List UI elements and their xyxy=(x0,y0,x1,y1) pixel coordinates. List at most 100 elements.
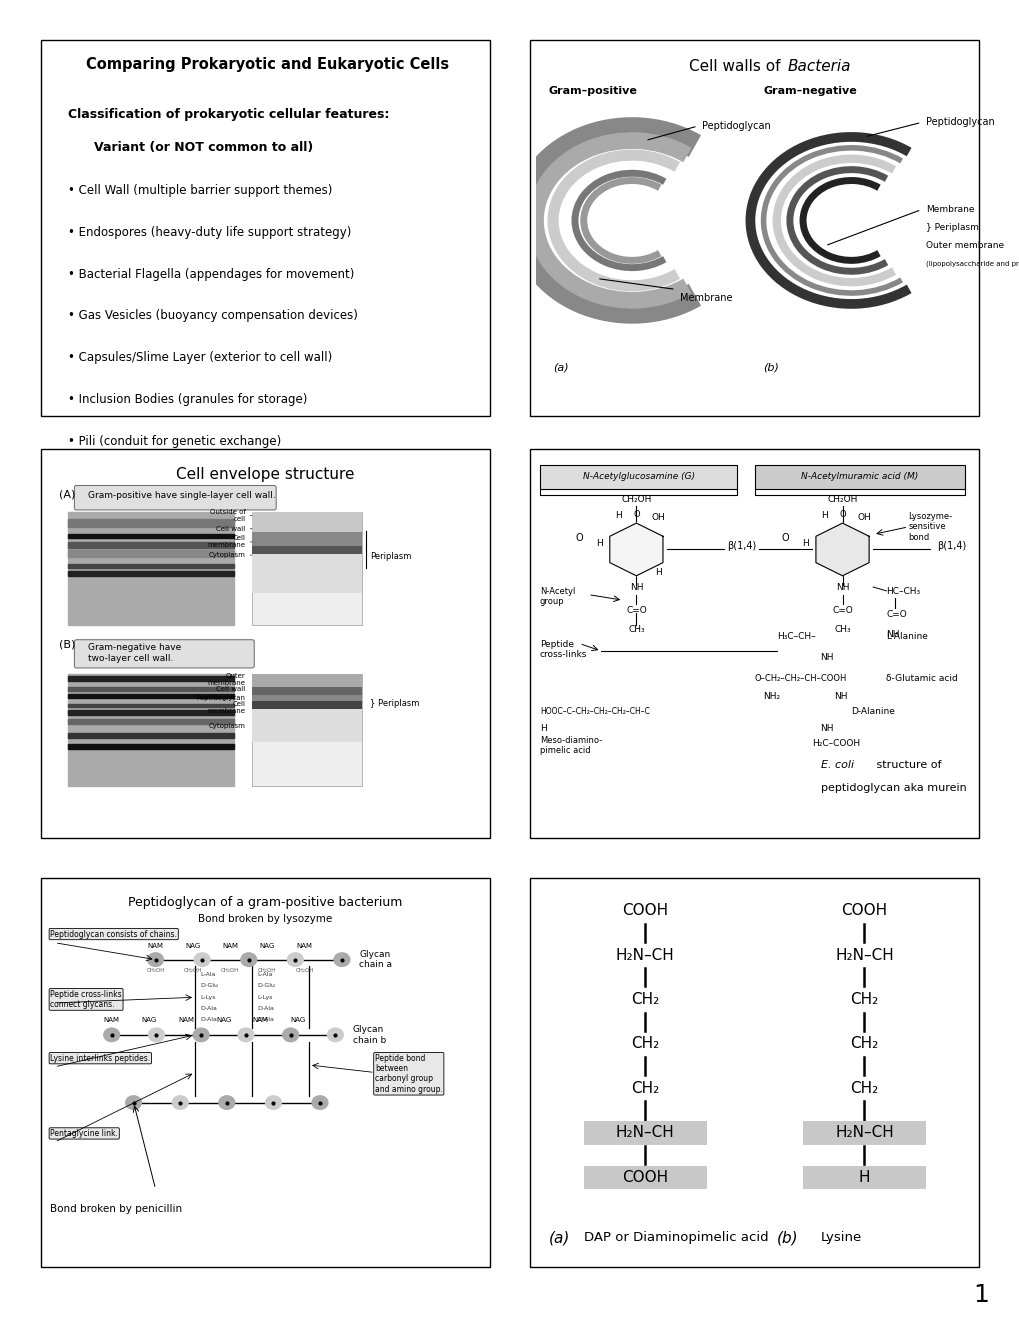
Text: • Pili (conduit for genetic exchange): • Pili (conduit for genetic exchange) xyxy=(68,434,281,447)
Bar xyxy=(539,465,737,490)
Bar xyxy=(583,1166,706,1189)
Text: OH: OH xyxy=(651,513,664,521)
Text: peptidoglycan aka murein: peptidoglycan aka murein xyxy=(820,783,965,793)
Text: CH₃: CH₃ xyxy=(834,624,850,634)
Text: • Inclusion Bodies (granules for storage): • Inclusion Bodies (granules for storage… xyxy=(68,393,308,405)
Text: NH: NH xyxy=(820,725,834,734)
Bar xyxy=(67,743,234,748)
Circle shape xyxy=(240,953,257,966)
Text: H: H xyxy=(820,511,827,520)
Text: H₃C–CH–: H₃C–CH– xyxy=(776,632,814,642)
Text: O: O xyxy=(781,533,789,543)
Text: D-Glu: D-Glu xyxy=(200,983,218,989)
Text: Cell wall: Cell wall xyxy=(216,686,246,693)
Text: H: H xyxy=(858,1170,869,1184)
Text: Outer membrane: Outer membrane xyxy=(925,242,1003,251)
Text: CH₂: CH₂ xyxy=(631,993,658,1007)
Circle shape xyxy=(287,953,303,966)
Text: Gram-negative have
two-layer cell wall.: Gram-negative have two-layer cell wall. xyxy=(88,644,180,663)
Text: Peptide cross-links
connect glycans.: Peptide cross-links connect glycans. xyxy=(50,990,122,1008)
Text: CH₂OH: CH₂OH xyxy=(258,969,276,973)
Text: D-Glu: D-Glu xyxy=(257,983,275,989)
Text: Cell envelope structure: Cell envelope structure xyxy=(176,467,355,482)
Bar xyxy=(67,550,234,557)
Bar xyxy=(67,519,234,527)
Text: Peptidoglycan of a gram-positive bacterium: Peptidoglycan of a gram-positive bacteri… xyxy=(128,896,401,908)
Text: NH: NH xyxy=(629,583,643,593)
Text: C=O: C=O xyxy=(886,610,906,619)
Text: NAG: NAG xyxy=(185,944,201,949)
Text: H₂N–CH: H₂N–CH xyxy=(835,948,893,962)
Bar xyxy=(802,1122,925,1144)
Text: Cell walls of: Cell walls of xyxy=(689,59,785,74)
Text: NAM: NAM xyxy=(222,944,237,949)
Text: } Periplasm: } Periplasm xyxy=(925,223,978,232)
Text: β(1,4): β(1,4) xyxy=(727,541,755,550)
Bar xyxy=(41,878,489,1267)
Text: CH₂OH: CH₂OH xyxy=(146,969,165,973)
Circle shape xyxy=(265,1096,281,1109)
Text: (lipopolysaccharide and protein): (lipopolysaccharide and protein) xyxy=(925,261,1019,267)
Text: • Cell Wall (multiple barrier support themes): • Cell Wall (multiple barrier support th… xyxy=(68,183,332,197)
Text: • Bacterial Flagella (appendages for movement): • Bacterial Flagella (appendages for mov… xyxy=(68,268,355,281)
Text: Gram-positive have single-layer cell wall.: Gram-positive have single-layer cell wal… xyxy=(88,491,275,500)
Bar xyxy=(252,701,362,709)
Bar xyxy=(41,40,489,416)
Text: H: H xyxy=(595,540,602,548)
Circle shape xyxy=(237,1028,254,1041)
Text: DAP or Diaminopimelic acid: DAP or Diaminopimelic acid xyxy=(583,1230,767,1243)
Text: • Gas Vesicles (buoyancy compensation devices): • Gas Vesicles (buoyancy compensation de… xyxy=(68,309,358,322)
Text: Bond broken by lysozyme: Bond broken by lysozyme xyxy=(198,915,332,924)
Text: NAG: NAG xyxy=(216,1016,231,1023)
Text: Meso-diamino-
pimelic acid: Meso-diamino- pimelic acid xyxy=(539,735,601,755)
Polygon shape xyxy=(815,523,868,576)
Text: Glycan
chain b: Glycan chain b xyxy=(353,1026,386,1044)
Text: NAM: NAM xyxy=(148,944,163,949)
Circle shape xyxy=(312,1096,327,1109)
Bar xyxy=(252,673,362,787)
Circle shape xyxy=(327,1028,343,1041)
Text: Outer
membrane: Outer membrane xyxy=(207,673,246,685)
FancyBboxPatch shape xyxy=(74,640,254,668)
Text: Lysine: Lysine xyxy=(820,1230,861,1243)
Text: CH₂: CH₂ xyxy=(850,1081,877,1096)
Text: Gram–negative: Gram–negative xyxy=(763,86,857,96)
Text: CH₂: CH₂ xyxy=(850,993,877,1007)
Bar xyxy=(67,693,234,698)
Text: E. coli: E. coli xyxy=(820,760,853,770)
Text: Comparing Prokaryotic and Eukaryotic Cells: Comparing Prokaryotic and Eukaryotic Cel… xyxy=(86,57,449,73)
Text: } Periplasm: } Periplasm xyxy=(370,700,420,709)
Text: NH: NH xyxy=(886,631,899,639)
Bar xyxy=(252,532,362,545)
Bar xyxy=(67,676,234,681)
Text: CH₂OH: CH₂OH xyxy=(826,495,857,504)
Text: HC–CH₃: HC–CH₃ xyxy=(886,587,919,597)
Text: • Capsules/Slime Layer (exterior to cell wall): • Capsules/Slime Layer (exterior to cell… xyxy=(68,351,332,364)
Text: O–CH₂–CH₂–CH–COOH: O–CH₂–CH₂–CH–COOH xyxy=(754,673,847,682)
Text: O: O xyxy=(633,511,639,519)
Bar xyxy=(754,465,964,490)
Text: CH₂OH: CH₂OH xyxy=(183,969,202,973)
Bar xyxy=(41,449,489,838)
Circle shape xyxy=(334,953,350,966)
Text: Cell
membrane: Cell membrane xyxy=(207,701,246,714)
Text: Membrane: Membrane xyxy=(680,293,732,304)
Text: COOH: COOH xyxy=(841,903,887,919)
Text: D-Alanine: D-Alanine xyxy=(851,708,895,717)
Bar xyxy=(252,709,362,742)
Text: (A): (A) xyxy=(59,490,75,499)
Text: Peptidoglycan: Peptidoglycan xyxy=(925,117,994,128)
Text: NAM: NAM xyxy=(104,1016,119,1023)
Text: L-Alanine: L-Alanine xyxy=(886,632,927,642)
Circle shape xyxy=(172,1096,187,1109)
Text: Variant (or NOT common to all): Variant (or NOT common to all) xyxy=(95,140,313,153)
Bar xyxy=(67,565,234,568)
Circle shape xyxy=(149,1028,164,1041)
Circle shape xyxy=(282,1028,299,1041)
Bar xyxy=(802,1166,925,1189)
Circle shape xyxy=(148,953,163,966)
Text: OH: OH xyxy=(857,513,870,521)
Text: L-Ala: L-Ala xyxy=(200,973,215,977)
Bar xyxy=(67,673,234,787)
Text: H: H xyxy=(539,725,546,734)
